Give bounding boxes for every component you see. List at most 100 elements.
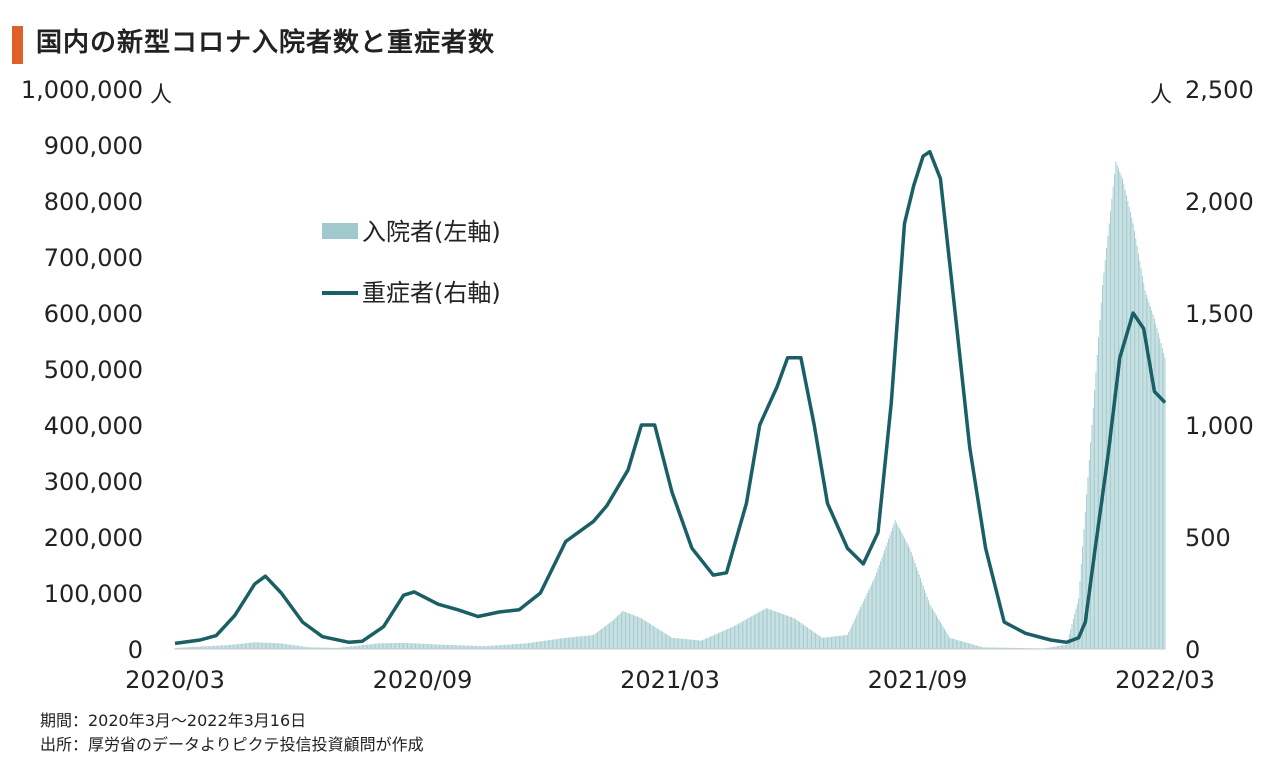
hospitalized-bar: [796, 620, 798, 649]
hospitalized-bar: [298, 645, 300, 649]
hospitalized-bar: [175, 647, 177, 649]
hospitalized-bar: [244, 643, 246, 649]
hospitalized-bar: [962, 641, 964, 649]
hospitalized-bar: [865, 595, 867, 649]
hospitalized-bar: [344, 647, 346, 649]
hospitalized-bar: [504, 644, 506, 649]
hospitalized-bar: [993, 647, 995, 649]
hospitalized-bar: [622, 610, 624, 649]
x-tick-label: 2021/03: [620, 666, 720, 694]
hospitalized-bar: [840, 635, 842, 649]
hospitalized-bar: [389, 643, 391, 649]
hospitalized-bar: [233, 644, 234, 649]
hospitalized-bar: [185, 647, 187, 649]
hospitalized-bar: [534, 642, 536, 649]
hospitalized-bar: [671, 637, 673, 649]
hospitalized-bar: [278, 643, 280, 649]
hospitalized-bar: [846, 635, 848, 649]
hospitalized-bar: [248, 642, 250, 649]
hospitalized-bar: [286, 644, 288, 649]
hospitalized-bar: [873, 579, 875, 649]
hospitalized-bar: [255, 642, 257, 649]
hospitalized-bar: [1128, 206, 1130, 649]
hospitalized-bar: [985, 647, 987, 649]
hospitalized-bar: [1066, 644, 1068, 649]
hospitalized-bar: [505, 644, 507, 649]
hospitalized-bar: [966, 642, 968, 649]
hospitalized-bar: [445, 644, 447, 649]
hospitalized-bar: [205, 646, 207, 649]
hospitalized-bar: [1015, 647, 1017, 649]
hospitalized-bar: [538, 641, 540, 649]
hospitalized-bar: [1156, 328, 1158, 649]
hospitalized-bar: [263, 642, 265, 649]
hospitalized-bar: [294, 645, 296, 649]
hospitalized-bar: [542, 640, 544, 649]
hospitalized-bar: [461, 645, 463, 649]
hospitalized-bar: [866, 593, 868, 649]
hospitalized-bar: [522, 643, 524, 649]
hospitalized-bar: [618, 614, 620, 649]
hospitalized-bar: [973, 644, 975, 649]
hospitalized-bar: [482, 646, 484, 649]
hospitalized-bar: [619, 613, 621, 649]
hospitalized-bar: [995, 647, 997, 649]
hospitalized-bar: [486, 646, 488, 649]
hospitalized-bar: [377, 643, 379, 649]
hospitalized-bar: [385, 643, 387, 649]
hospitalized-bar: [712, 635, 714, 649]
hospitalized-bar: [480, 646, 482, 649]
left-tick-label: 400,000: [44, 412, 143, 440]
hospitalized-bar: [424, 643, 426, 649]
hospitalized-bar: [831, 636, 832, 649]
hospitalized-bar: [436, 644, 438, 649]
hospitalized-bar: [841, 635, 843, 649]
hospitalized-bar: [566, 637, 568, 649]
hospitalized-bar: [345, 646, 347, 649]
hospitalized-bar: [888, 538, 890, 649]
hospitalized-bar: [740, 622, 742, 649]
hospitalized-bar: [660, 630, 662, 649]
hospitalized-bar: [214, 645, 216, 649]
hospitalized-bar: [316, 647, 318, 649]
hospitalized-bar: [631, 614, 633, 649]
hospitalized-bar: [811, 630, 812, 649]
hospitalized-bar: [614, 618, 616, 649]
hospitalized-bar: [415, 643, 416, 649]
hospitalized-bar: [868, 590, 870, 649]
hospitalized-bar: [735, 625, 737, 649]
hospitalized-bar: [1133, 230, 1135, 649]
hospitalized-bar: [330, 647, 331, 649]
hospitalized-bar: [946, 633, 948, 649]
hospitalized-bar: [989, 647, 991, 649]
right-axis: 0 500 1,000 1,500 2,000 2,500: [1185, 76, 1254, 664]
right-tick-label: 0: [1185, 636, 1200, 664]
hospitalized-bar: [565, 637, 567, 649]
hospitalized-bar: [994, 647, 996, 649]
hospitalized-bar: [331, 647, 333, 649]
hospitalized-bar: [1153, 318, 1155, 649]
left-tick-label: 600,000: [44, 300, 143, 328]
hospitalized-bar: [275, 643, 277, 649]
hospitalized-bar: [678, 638, 680, 649]
hospitalized-bar: [785, 615, 787, 649]
hospitalized-bar: [670, 636, 672, 649]
hospitalized-bar: [703, 639, 705, 649]
left-tick-label: 700,000: [44, 244, 143, 272]
hospitalized-bar: [429, 644, 431, 649]
hospitalized-bar: [304, 646, 306, 649]
hospitalized-bar: [302, 646, 304, 649]
hospitalized-bar: [242, 643, 244, 649]
hospitalized-bar: [595, 632, 597, 649]
hospitalized-bar: [820, 636, 822, 649]
hospitalized-bar: [1013, 647, 1014, 649]
hospitalized-bar: [856, 615, 858, 649]
hospitalized-bar: [193, 646, 195, 649]
hospitalized-bar: [315, 647, 317, 649]
hospitalized-bar: [371, 644, 373, 649]
hospitalized-bar: [817, 635, 819, 649]
hospitalized-bar: [349, 646, 351, 649]
hospitalized-bar: [886, 542, 888, 649]
hospitalized-bar: [468, 645, 470, 649]
hospitalized-bar: [933, 610, 935, 649]
